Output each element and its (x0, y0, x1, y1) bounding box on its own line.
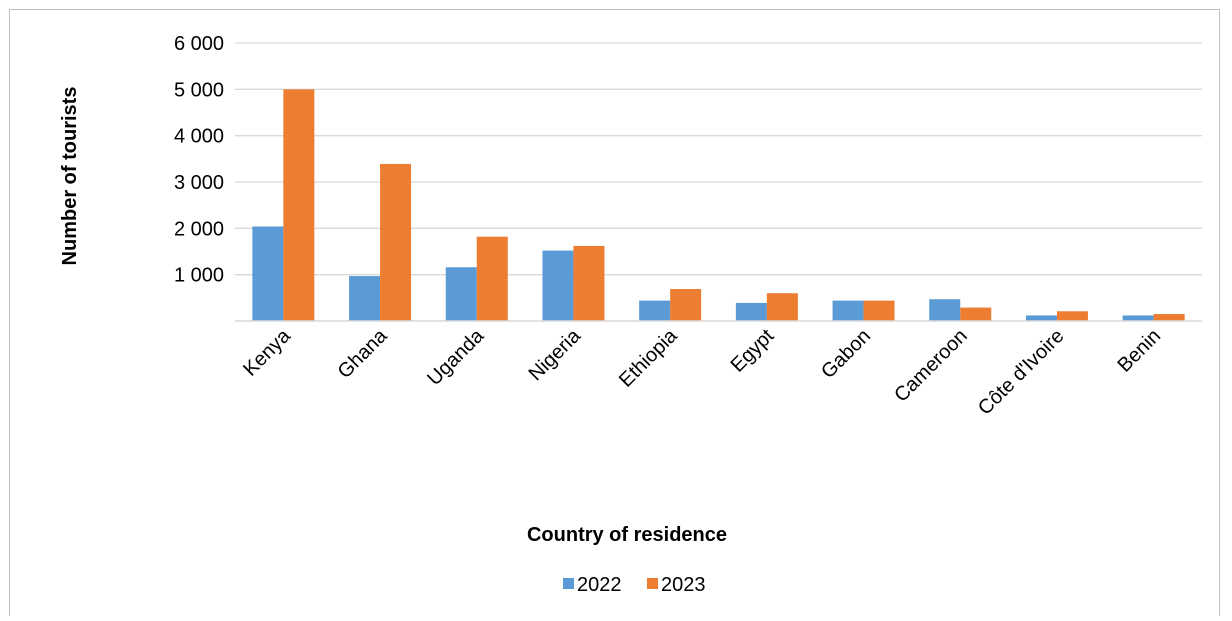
legend-swatch-2023 (647, 578, 658, 589)
y-tick-label: 4 000 (174, 126, 224, 148)
bar-2022-1 (349, 276, 381, 321)
y-tick-label: 5 000 (174, 79, 224, 101)
bar-2023-8 (1056, 311, 1088, 321)
bar-2023-0 (283, 89, 315, 321)
x-tick-label: Benin (1113, 325, 1165, 377)
bar-2022-0 (252, 226, 284, 321)
legend-label: 2022 (577, 574, 622, 596)
bar-2023-1 (380, 163, 412, 321)
legend-label: 2023 (661, 574, 706, 596)
x-tick-label: Egypt (727, 325, 779, 377)
bar-2023-2 (476, 236, 508, 321)
x-tick-label: Ghana (334, 324, 393, 383)
bar-2022-2 (445, 267, 477, 321)
x-tick-label: Uganda (423, 324, 489, 390)
legend-swatch-2022 (563, 578, 574, 589)
y-tick-label: 1 000 (174, 265, 224, 287)
x-tick-label: Ethiopia (615, 324, 682, 391)
bar-2022-4 (639, 300, 671, 321)
bar-2023-7 (960, 307, 992, 321)
x-axis-title: Country of residence (527, 524, 727, 546)
bar-2023-5 (766, 293, 798, 321)
x-tick-label: Nigeria (525, 324, 586, 385)
bar-2022-6 (832, 300, 864, 321)
bar-2023-3 (573, 245, 605, 321)
x-tick-labels: Kenya Ghana Uganda Nigeria Ethiopia Egypt Gabo… (239, 324, 1165, 419)
x-tick-label: Gabon (817, 325, 875, 383)
bars (252, 89, 1185, 321)
bar-2022-9 (1122, 315, 1154, 321)
y-tick-labels: 1 000 2 000 3 000 4 000 5 000 6 000 (174, 33, 224, 287)
x-tick-label: Côte d'Ivoire (974, 325, 1069, 420)
chart-frame (9, 9, 1220, 616)
bar-2022-5 (735, 302, 767, 321)
y-tick-label: 3 000 (174, 172, 224, 194)
x-tick-label: Kenya (239, 324, 295, 380)
y-tick-label: 6 000 (174, 33, 224, 55)
bar-2022-7 (929, 299, 961, 321)
legend: 2022 2023 (563, 574, 706, 596)
y-tick-label: 2 000 (174, 218, 224, 240)
bar-2023-6 (863, 300, 895, 321)
bar-2022-8 (1025, 315, 1057, 321)
bar-2023-4 (670, 289, 702, 321)
x-tick-label: Cameroon (890, 325, 972, 407)
bar-2022-3 (542, 250, 574, 321)
bar-2023-9 (1153, 314, 1185, 321)
y-axis-title: Number of tourists (59, 87, 81, 266)
